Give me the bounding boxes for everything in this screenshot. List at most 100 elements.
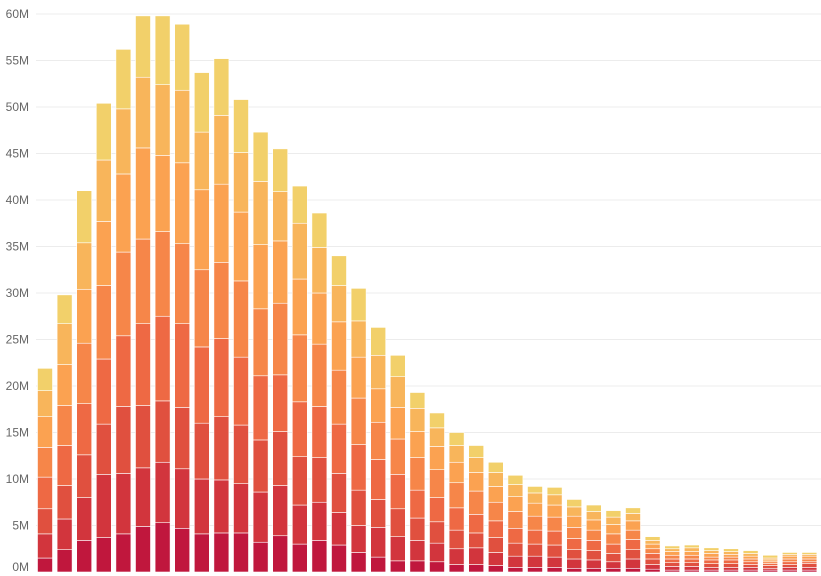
bar-segment bbox=[233, 532, 249, 573]
bar-segment bbox=[350, 288, 367, 322]
bar-segment bbox=[625, 539, 641, 550]
bar-segment bbox=[585, 559, 602, 569]
bar-segment bbox=[468, 490, 485, 515]
bar-segment bbox=[468, 472, 485, 492]
bar-segment bbox=[664, 558, 681, 563]
bar-segment bbox=[468, 547, 485, 565]
bar-segment bbox=[507, 511, 524, 529]
bar-stack bbox=[233, 99, 249, 573]
bar-segment bbox=[350, 397, 367, 445]
bar-segment bbox=[742, 553, 759, 557]
bar-stack bbox=[683, 544, 700, 573]
bar-segment bbox=[723, 563, 739, 568]
bar-segment bbox=[644, 543, 661, 550]
bar-stack bbox=[546, 487, 563, 573]
bar-segment bbox=[683, 551, 700, 556]
bar-segment bbox=[487, 486, 504, 503]
bar-segment bbox=[370, 556, 387, 573]
bar-segment bbox=[566, 549, 583, 560]
bar-segment bbox=[429, 497, 445, 523]
bar-segment bbox=[703, 547, 720, 551]
bar-segment bbox=[350, 489, 367, 526]
bar-segment bbox=[154, 231, 171, 317]
bar-segment bbox=[115, 473, 132, 535]
bar-segment bbox=[507, 567, 524, 573]
bar-segment bbox=[76, 242, 92, 290]
bar-segment bbox=[154, 522, 171, 573]
bar-stack bbox=[507, 474, 524, 573]
bar-segment bbox=[487, 472, 504, 487]
bar-segment bbox=[487, 501, 504, 522]
bar-segment bbox=[252, 131, 269, 182]
bar-segment bbox=[507, 484, 524, 497]
bar-segment bbox=[527, 492, 543, 504]
y-tick-label: 25M bbox=[6, 333, 29, 347]
bar-segment bbox=[154, 461, 171, 524]
bar-segment bbox=[605, 524, 622, 535]
bar-segment bbox=[585, 511, 602, 521]
bar-segment bbox=[135, 467, 151, 527]
bar-segment bbox=[272, 240, 289, 304]
bar-segment bbox=[507, 474, 524, 485]
bar-stack bbox=[96, 102, 112, 573]
bar-segment bbox=[723, 554, 739, 558]
bar-segment bbox=[644, 548, 661, 554]
bar-stack bbox=[429, 412, 445, 573]
bar-segment bbox=[448, 564, 465, 573]
bar-segment bbox=[527, 567, 543, 573]
bar-segment bbox=[605, 510, 622, 518]
bar-segment bbox=[527, 555, 543, 568]
bar-stack bbox=[585, 504, 602, 573]
bar-segment bbox=[115, 108, 132, 175]
bar-segment bbox=[194, 478, 210, 535]
bar-segment bbox=[703, 556, 720, 561]
bar-segment bbox=[291, 334, 308, 403]
bar-segment bbox=[389, 438, 406, 475]
bar-segment bbox=[115, 533, 132, 573]
bar-segment bbox=[272, 374, 289, 432]
bar-segment bbox=[37, 508, 53, 535]
bar-segment bbox=[429, 427, 445, 447]
bar-segment bbox=[625, 529, 641, 540]
grid-lines bbox=[36, 13, 821, 526]
bar-segment bbox=[154, 84, 171, 156]
bar-segment bbox=[291, 278, 308, 336]
y-tick-label: 20M bbox=[6, 379, 29, 393]
bar-segment bbox=[625, 567, 641, 573]
bar-segment bbox=[135, 147, 151, 240]
bar-stack bbox=[781, 552, 798, 573]
bar-stack bbox=[389, 355, 406, 573]
y-tick-label: 55M bbox=[6, 54, 29, 68]
bar-segment bbox=[115, 251, 132, 337]
bar-segment bbox=[801, 563, 818, 568]
bar-segment bbox=[233, 483, 249, 534]
bar-segment bbox=[625, 549, 641, 560]
bar-segment bbox=[291, 504, 308, 545]
bar-segment bbox=[683, 558, 700, 563]
bar-segment bbox=[96, 537, 112, 573]
bar-stack bbox=[154, 15, 171, 573]
bar-segment bbox=[96, 159, 112, 222]
bar-segment bbox=[37, 476, 53, 510]
bar-segment bbox=[605, 516, 622, 525]
y-tick-label: 15M bbox=[6, 426, 29, 440]
bar-segment bbox=[625, 558, 641, 569]
bar-segment bbox=[644, 564, 661, 570]
bar-stack bbox=[762, 554, 779, 573]
bar-segment bbox=[566, 538, 583, 550]
bar-segment bbox=[703, 550, 720, 554]
bar-stack bbox=[742, 550, 759, 573]
bar-stack bbox=[331, 255, 347, 573]
bar-stack bbox=[272, 148, 289, 573]
bar-stack bbox=[527, 486, 543, 573]
bar-segment bbox=[311, 501, 328, 541]
bar-segment bbox=[605, 553, 622, 563]
bar-segment bbox=[566, 527, 583, 539]
bar-segment bbox=[605, 543, 622, 554]
bar-segment bbox=[409, 517, 426, 541]
bar-stack bbox=[703, 547, 720, 573]
bar-segment bbox=[213, 262, 230, 339]
bar-segment bbox=[154, 400, 171, 463]
bar-segment bbox=[723, 567, 739, 571]
bar-segment bbox=[683, 544, 700, 549]
